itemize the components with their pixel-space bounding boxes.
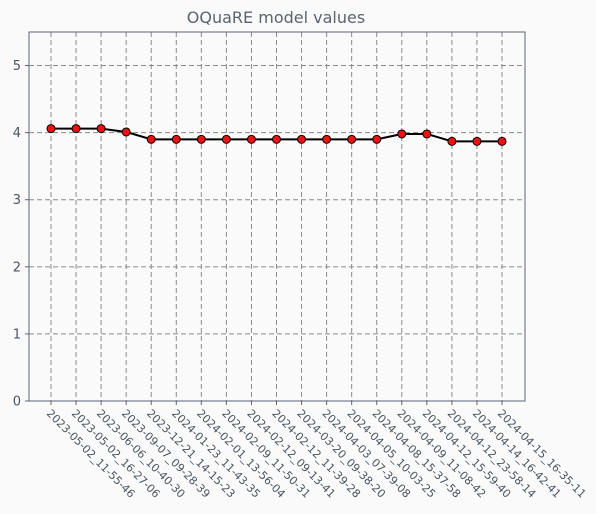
chart-title: OQuaRE model values (187, 8, 365, 27)
data-point (171, 134, 181, 144)
x-axis: 2023-05-02_11-55-462023-05-02_16-27-0620… (44, 401, 588, 501)
data-point (272, 134, 281, 144)
y-tick-label: 0 (13, 395, 21, 410)
data-point (422, 129, 432, 139)
data-point (246, 134, 256, 144)
y-tick-label: 3 (13, 193, 21, 208)
data-point (372, 134, 382, 144)
y-tick-label: 4 (13, 126, 21, 141)
data-point (322, 134, 332, 144)
data-point (96, 124, 106, 134)
y-tick-label: 2 (13, 260, 21, 275)
data-point (447, 136, 457, 146)
series-group (46, 124, 507, 146)
y-tick-label: 5 (13, 59, 21, 74)
grid (29, 32, 525, 402)
y-axis: 0 1 2 3 4 5 (13, 59, 29, 410)
data-point (221, 134, 231, 144)
data-point (196, 134, 206, 144)
y-tick-label: 1 (13, 327, 21, 342)
data-point (347, 134, 357, 144)
data-point (497, 136, 507, 146)
data-point (121, 127, 131, 137)
data-point (46, 124, 56, 134)
data-point (71, 124, 81, 134)
data-point (472, 136, 482, 146)
data-point (297, 134, 307, 144)
data-point (397, 129, 407, 139)
data-point (146, 134, 156, 144)
